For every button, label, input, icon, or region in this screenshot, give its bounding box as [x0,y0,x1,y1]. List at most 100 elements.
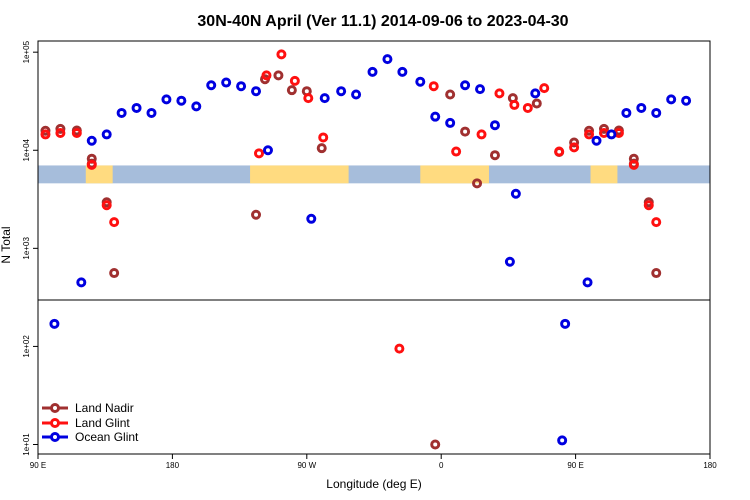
point-ocean-glint-32 [560,318,571,329]
point-ocean-glint-26 [475,84,486,95]
point-land-nadir-12 [316,143,327,154]
point-ocean-glint-29 [510,188,521,199]
x-axis-label: Longitude (deg E) [326,477,421,491]
legend-label-ocean-glint: Ocean Glint [75,430,139,444]
point-land-glint-25 [628,159,639,170]
legend-swatch-land-nadir [50,403,60,413]
y-tick-label: 1e+01 [22,433,31,456]
plot-frame [37,40,711,455]
point-ocean-glint-10 [206,80,217,91]
land-region-0 [85,165,113,184]
point-ocean-glint-0 [49,318,60,329]
point-ocean-glint-7 [161,94,172,105]
x-tick-label: 180 [703,461,717,470]
point-ocean-glint-20 [382,54,393,65]
point-land-glint-16 [494,88,505,99]
x-tick-label: 0 [439,461,444,470]
point-ocean-glint-8 [176,95,187,106]
point-land-nadir-14 [445,89,456,100]
point-ocean-glint-31 [557,435,568,446]
y-axis-ticks: 1e+01 1e+02 1e+03 1e+04 1e+05 [22,40,38,456]
point-land-nadir-17 [489,150,500,161]
y-axis-label: N Total [0,226,13,263]
point-ocean-glint-21 [397,66,408,77]
point-ocean-glint-6 [146,107,157,118]
point-ocean-glint-33 [582,277,593,288]
point-land-glint-7 [261,70,272,81]
y-tick-label: 1e+05 [22,40,31,63]
point-land-nadir-10 [286,85,297,96]
point-ocean-glint-37 [636,102,647,113]
y-tick-label: 1e+04 [22,138,31,161]
point-ocean-glint-16 [319,93,330,104]
legend-label-land-glint: Land Glint [75,416,130,430]
point-land-glint-21 [569,142,580,153]
x-tick-label: 90 W [297,461,316,470]
point-ocean-glint-22 [415,76,426,87]
land-region-1 [250,165,349,184]
point-ocean-glint-11 [221,77,232,88]
point-ocean-glint-40 [681,95,692,106]
point-land-glint-10 [303,93,314,104]
point-land-glint-20 [554,146,565,157]
land-region-3 [590,165,618,184]
point-land-nadir-19 [531,98,542,109]
point-land-nadir-28 [651,268,662,279]
point-land-glint-0 [40,129,51,140]
point-ocean-glint-17 [336,86,347,97]
point-ocean-glint-18 [351,89,362,100]
point-land-glint-17 [509,99,520,110]
point-land-glint-6 [254,148,265,159]
point-ocean-glint-12 [236,81,247,92]
point-land-glint-5 [109,217,120,228]
point-land-nadir-13 [430,439,441,450]
point-ocean-glint-23 [430,111,441,122]
point-land-glint-12 [394,343,405,354]
point-ocean-glint-39 [666,94,677,105]
legend-swatch-land-glint [50,418,60,428]
point-land-nadir-0 [40,125,51,136]
point-land-nadir-1 [55,123,66,134]
point-ocean-glint-4 [116,107,127,118]
point-ocean-glint-34 [591,135,602,146]
y-tick-label: 1e+03 [22,237,31,260]
x-tick-label: 90 E [567,461,583,470]
point-ocean-glint-14 [262,145,273,156]
point-land-nadir-23 [598,123,609,134]
land-ocean-band [38,165,710,184]
point-ocean-glint-19 [367,66,378,77]
point-land-glint-27 [651,217,662,228]
ocean-band [38,165,710,184]
point-land-nadir-7 [251,209,262,220]
point-ocean-glint-27 [489,120,500,131]
point-land-glint-3 [86,159,97,170]
point-ocean-glint-24 [445,117,456,128]
legend-label-land-nadir: Land Nadir [75,401,134,415]
point-land-glint-9 [289,75,300,86]
y-tick-label: 1e+02 [22,335,31,358]
point-ocean-glint-28 [504,256,515,267]
point-land-glint-1 [55,127,66,138]
point-ocean-glint-13 [251,86,262,97]
point-ocean-glint-3 [101,129,112,140]
point-land-glint-18 [522,102,533,113]
data-points [40,49,692,450]
x-tick-label: 90 E [30,461,46,470]
point-ocean-glint-30 [530,88,541,99]
legend: Land Nadir Land Glint Ocean Glint [42,401,139,444]
point-land-glint-22 [584,129,595,140]
chart-title: 30N-40N April (Ver 11.1) 2014-09-06 to 2… [197,13,568,30]
point-land-nadir-21 [569,137,580,148]
point-land-nadir-16 [472,178,483,189]
point-ocean-glint-36 [621,107,632,118]
x-axis-ticks: 90 E 180 90 W 0 90 E 180 [30,454,717,470]
point-land-glint-8 [276,49,287,60]
point-land-nadir-6 [109,268,120,279]
point-ocean-glint-1 [76,277,87,288]
x-tick-label: 180 [166,461,180,470]
point-ocean-glint-38 [651,107,662,118]
point-ocean-glint-15 [306,213,317,224]
point-ocean-glint-35 [606,129,617,140]
point-ocean-glint-5 [131,102,142,113]
